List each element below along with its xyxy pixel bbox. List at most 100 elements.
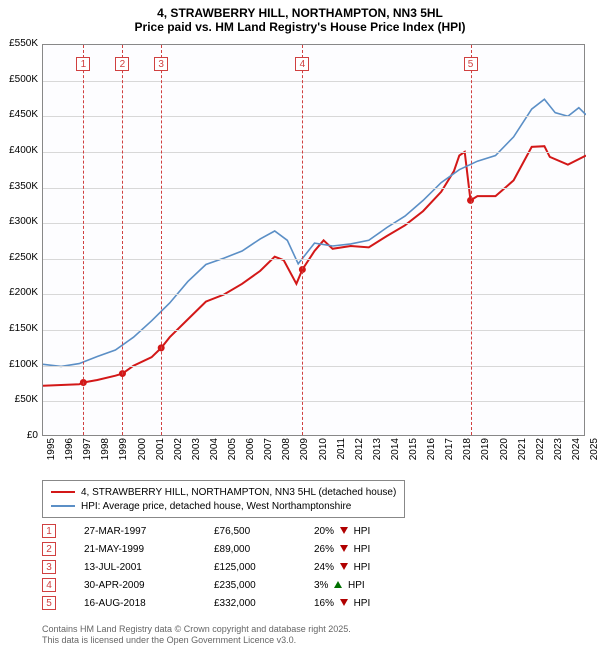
y-tick-label: £500K	[0, 74, 38, 85]
x-tick-label: 2009	[299, 438, 310, 468]
row-marker: 5	[42, 596, 56, 610]
sale-marker-line	[302, 45, 303, 435]
cell-date: 13-JUL-2001	[84, 562, 214, 573]
x-tick-label: 1996	[64, 438, 75, 468]
x-tick-label: 2025	[589, 438, 600, 468]
sale-marker-line	[83, 45, 84, 435]
sale-marker-box: 5	[464, 57, 478, 71]
table-row: 313-JUL-2001£125,00024% HPI	[42, 558, 414, 576]
sale-marker-line	[471, 45, 472, 435]
plot-area: 1 2 3 4 5	[42, 44, 585, 436]
x-tick-label: 2004	[209, 438, 220, 468]
x-tick-label: 1995	[46, 438, 57, 468]
x-tick-label: 2013	[372, 438, 383, 468]
cell-delta: 20% HPI	[314, 526, 414, 537]
legend-swatch-hpi	[51, 505, 75, 507]
legend-label-property: 4, STRAWBERRY HILL, NORTHAMPTON, NN3 5HL…	[81, 487, 396, 498]
x-tick-label: 2008	[281, 438, 292, 468]
x-tick-label: 2007	[263, 438, 274, 468]
arrow-down-icon	[340, 545, 348, 552]
line-svg	[43, 45, 586, 437]
sale-marker-box: 2	[115, 57, 129, 71]
row-marker: 1	[42, 524, 56, 538]
x-tick-label: 2021	[517, 438, 528, 468]
table-row: 5 16-AUG-2018£332,00016% HPI	[42, 594, 414, 612]
x-tick-label: 2014	[390, 438, 401, 468]
x-tick-label: 2018	[462, 438, 473, 468]
legend-swatch-property	[51, 491, 75, 493]
x-tick-label: 2016	[426, 438, 437, 468]
cell-date: 21-MAY-1999	[84, 544, 214, 555]
y-tick-label: £450K	[0, 109, 38, 120]
x-tick-label: 2001	[155, 438, 166, 468]
title-subtitle: Price paid vs. HM Land Registry's House …	[0, 20, 600, 34]
y-tick-label: £250K	[0, 252, 38, 263]
y-tick-label: £0	[0, 430, 38, 441]
legend-item-property: 4, STRAWBERRY HILL, NORTHAMPTON, NN3 5HL…	[51, 485, 396, 499]
sales-table: 1 27-MAR-1997£76,50020% HPI 2 21-MAY-1999£8…	[42, 522, 414, 612]
x-tick-label: 2010	[318, 438, 329, 468]
cell-date: 16-AUG-2018	[84, 598, 214, 609]
title-block: 4, STRAWBERRY HILL, NORTHAMPTON, NN3 5HL…	[0, 0, 600, 36]
cell-date: 30-APR-2009	[84, 580, 214, 591]
x-tick-label: 2003	[191, 438, 202, 468]
row-marker: 2	[42, 542, 56, 556]
x-tick-label: 2015	[408, 438, 419, 468]
cell-delta: 3% HPI	[314, 580, 414, 591]
x-tick-label: 2000	[137, 438, 148, 468]
table-row: 221-MAY-1999£89,00026% HPI	[42, 540, 414, 558]
series-hpi	[43, 99, 586, 366]
y-tick-label: £400K	[0, 145, 38, 156]
series-property	[43, 146, 586, 386]
chart-container: 4, STRAWBERRY HILL, NORTHAMPTON, NN3 5HL…	[0, 0, 600, 650]
y-tick-label: £200K	[0, 287, 38, 298]
cell-delta: 24% HPI	[314, 562, 414, 573]
arrow-down-icon	[340, 599, 348, 606]
y-tick-label: £550K	[0, 38, 38, 49]
x-tick-label: 2023	[553, 438, 564, 468]
y-tick-label: £350K	[0, 181, 38, 192]
sale-marker-line	[122, 45, 123, 435]
y-tick-label: £50K	[0, 394, 38, 405]
arrow-up-icon	[334, 581, 342, 588]
x-tick-label: 2022	[535, 438, 546, 468]
x-tick-label: 2002	[173, 438, 184, 468]
x-tick-label: 2017	[444, 438, 455, 468]
legend-item-hpi: HPI: Average price, detached house, West…	[51, 499, 396, 513]
cell-price: £89,000	[214, 544, 314, 555]
sale-marker-line	[161, 45, 162, 435]
cell-price: £125,000	[214, 562, 314, 573]
x-tick-label: 2019	[480, 438, 491, 468]
x-tick-label: 2020	[499, 438, 510, 468]
arrow-down-icon	[340, 527, 348, 534]
x-tick-label: 1999	[118, 438, 129, 468]
legend: 4, STRAWBERRY HILL, NORTHAMPTON, NN3 5HL…	[42, 480, 405, 518]
x-tick-label: 2024	[571, 438, 582, 468]
table-row: 4 30-APR-2009£235,0003% HPI	[42, 576, 414, 594]
x-tick-label: 2006	[245, 438, 256, 468]
row-marker: 4	[42, 578, 56, 592]
cell-date: 27-MAR-1997	[84, 526, 214, 537]
cell-price: £235,000	[214, 580, 314, 591]
cell-price: £76,500	[214, 526, 314, 537]
x-tick-label: 2012	[354, 438, 365, 468]
table-row: 1 27-MAR-1997£76,50020% HPI	[42, 522, 414, 540]
cell-delta: 16% HPI	[314, 598, 414, 609]
x-tick-label: 2005	[227, 438, 238, 468]
arrow-down-icon	[340, 563, 348, 570]
x-tick-label: 1997	[82, 438, 93, 468]
legend-label-hpi: HPI: Average price, detached house, West…	[81, 501, 351, 512]
sale-marker-box: 1	[76, 57, 90, 71]
footer: Contains HM Land Registry data © Crown c…	[42, 624, 351, 646]
y-tick-label: £150K	[0, 323, 38, 334]
x-tick-label: 2011	[336, 438, 347, 468]
cell-price: £332,000	[214, 598, 314, 609]
footer-line1: Contains HM Land Registry data © Crown c…	[42, 624, 351, 635]
sale-marker-box: 3	[154, 57, 168, 71]
sale-marker-box: 4	[295, 57, 309, 71]
title-address: 4, STRAWBERRY HILL, NORTHAMPTON, NN3 5HL	[0, 6, 600, 20]
y-tick-label: £300K	[0, 216, 38, 227]
x-tick-label: 1998	[100, 438, 111, 468]
y-tick-label: £100K	[0, 359, 38, 370]
footer-line2: This data is licensed under the Open Gov…	[42, 635, 351, 646]
